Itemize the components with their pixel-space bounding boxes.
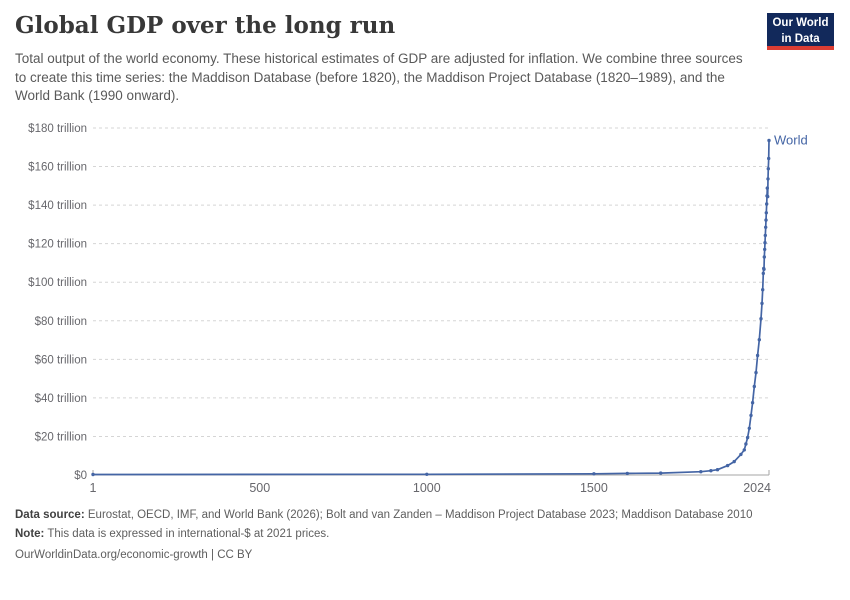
owid-logo-line2: in Data (781, 32, 820, 45)
note-line: Note: This data is expressed in internat… (15, 526, 815, 544)
y-tick-label: $20 trillion (35, 431, 87, 443)
data-point-marker (764, 218, 768, 222)
x-tick-label: 2024 (743, 481, 771, 495)
data-point-marker (715, 468, 720, 472)
data-point-marker (761, 288, 765, 292)
data-point-marker (739, 452, 743, 457)
data-point-marker (765, 202, 769, 206)
data-point-marker (742, 448, 746, 452)
data-point-marker (745, 435, 750, 440)
gdp-line (92, 139, 770, 476)
data-point-marker (766, 167, 770, 171)
data-point-marker (749, 413, 753, 418)
y-tick-label: $160 trillion (28, 162, 87, 174)
data-point-marker (754, 370, 758, 375)
data-point-marker (747, 426, 751, 430)
data-point-marker (762, 267, 766, 271)
note-text: This data is expressed in international-… (47, 527, 330, 540)
data-point-marker (760, 301, 764, 306)
data-point-marker (91, 472, 95, 477)
data-point-marker (425, 472, 429, 476)
data-point-marker (763, 241, 767, 245)
data-point-marker (755, 353, 760, 358)
y-tick-label: $140 trillion (28, 200, 87, 212)
data-source-line: Data source: Eurostat, OECD, IMF, and Wo… (15, 507, 815, 525)
data-point-marker (757, 338, 761, 342)
gdp-line-chart: $0 $20 trillion $40 trillion $60 trillion $8… (28, 123, 808, 495)
data-point-marker (763, 247, 767, 252)
owid-logo-line1: Our World (772, 17, 829, 29)
data-point-marker (767, 156, 771, 161)
page-title: Global GDP over the long run (15, 12, 396, 39)
note-label: Note: (15, 527, 45, 540)
data-point-marker (699, 470, 703, 474)
data-point-marker (592, 472, 596, 476)
data-point-marker (764, 225, 768, 229)
data-point-marker (732, 459, 736, 464)
y-tick-label: $0 (74, 470, 87, 482)
data-point-marker (764, 211, 768, 215)
owid-logo: Our World in Data (767, 13, 834, 50)
y-tick-label: $60 trillion (35, 354, 87, 366)
data-source-label: Data source: (15, 509, 85, 521)
data-point-marker (659, 471, 663, 475)
attribution-line: OurWorldinData.org/economic-growth | CC … (15, 548, 253, 561)
data-point-marker (725, 463, 730, 468)
data-point-marker (761, 271, 765, 276)
x-tick-label: 500 (249, 481, 270, 495)
data-point-marker (763, 233, 767, 238)
data-point-marker (759, 317, 763, 321)
chart-subtitle: Total output of the world economy. These… (15, 51, 743, 104)
data-point-marker (766, 194, 770, 199)
data-point-marker (625, 471, 629, 476)
data-point-marker (767, 138, 771, 143)
data-point-marker (765, 186, 769, 190)
y-tick-label: $40 trillion (35, 393, 87, 405)
x-tick-label: 1000 (413, 481, 441, 495)
data-point-marker (744, 442, 748, 446)
data-point-marker (750, 401, 755, 405)
x-tick-label: 1 (90, 481, 97, 495)
data-point-marker (752, 384, 756, 389)
data-point-marker (766, 177, 770, 181)
x-tick-label: 1500 (580, 481, 608, 495)
y-tick-label: $80 trillion (35, 316, 87, 328)
series-label-world: World (774, 133, 808, 148)
y-tick-label: $120 trillion (28, 239, 87, 251)
y-tick-label: $180 trillion (28, 123, 87, 135)
data-source-text: Eurostat, OECD, IMF, and World Bank (202… (87, 509, 753, 521)
data-point-marker (762, 255, 766, 259)
chart-footer: Data source: Eurostat, OECD, IMF, and Wo… (15, 507, 815, 565)
y-tick-label: $100 trillion (28, 277, 87, 289)
data-point-marker (709, 469, 713, 473)
